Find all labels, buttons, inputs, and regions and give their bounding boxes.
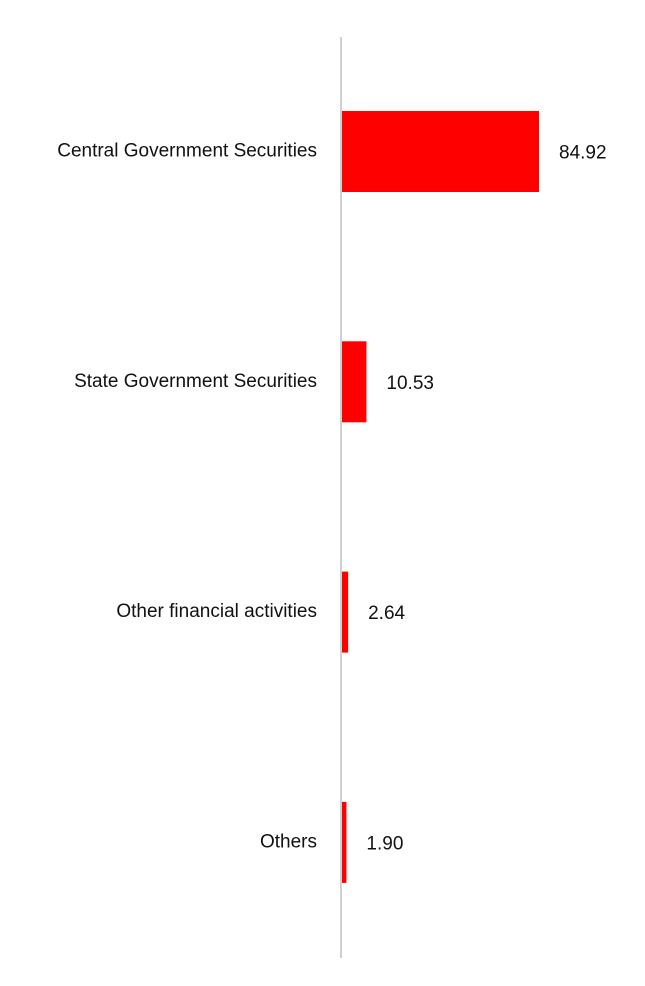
bar-0: [342, 111, 539, 192]
category-label-1: State Government Securities: [74, 371, 317, 392]
value-label-2: 2.64: [368, 603, 405, 624]
value-label-3: 1.90: [366, 833, 403, 854]
bar-2: [342, 571, 349, 653]
category-label-3: Others: [260, 831, 317, 852]
category-label-2: Other financial activities: [116, 601, 317, 622]
bar-3: [342, 801, 347, 883]
value-label-0: 84.92: [559, 143, 607, 164]
value-labels-group: 84.92 10.53 2.64 1.90: [366, 143, 606, 855]
value-label-1: 10.53: [386, 373, 434, 394]
bar-1: [342, 341, 367, 423]
category-label-0: Central Government Securities: [57, 141, 317, 162]
category-labels-group: Central Government Securities State Gover…: [57, 141, 317, 853]
bars-group: [342, 111, 539, 883]
